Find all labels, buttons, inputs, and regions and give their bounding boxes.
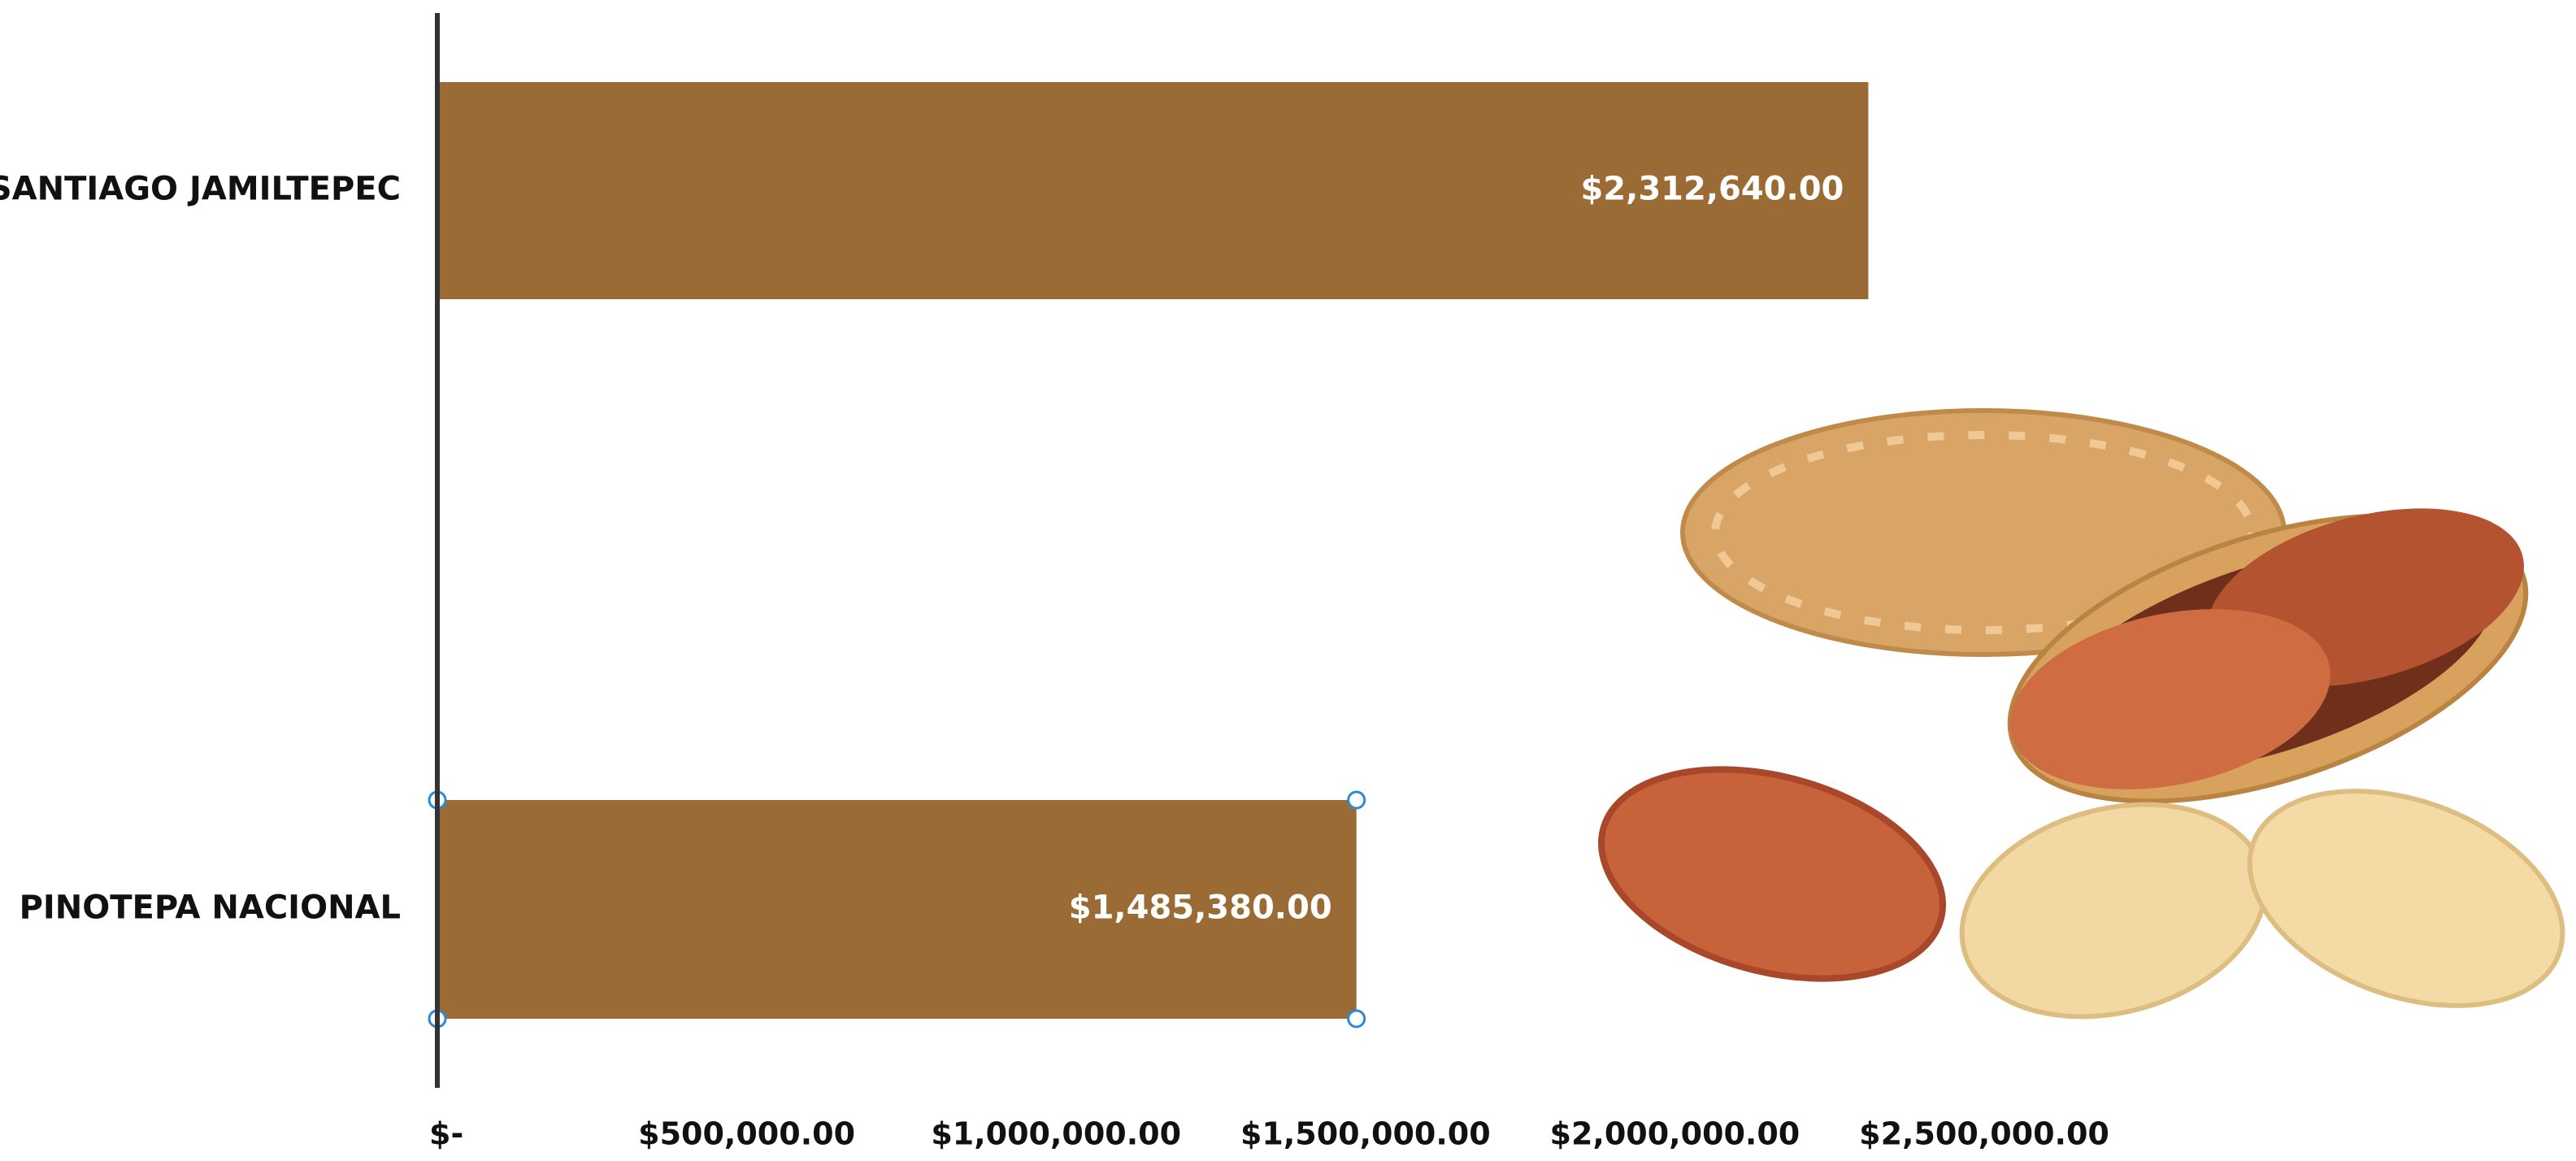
bar (437, 800, 1357, 1019)
x-tick-label: $1,000,000.00 (931, 1116, 1181, 1152)
category-label: PINOTEPA NACIONAL (20, 889, 401, 927)
plot: $- $500,000.00 $1,000,000.00 $1,500,000.00 $… (0, 13, 2109, 1152)
shell-texture (1711, 431, 2256, 634)
data-label: $2,312,640.00 (1580, 171, 1844, 208)
kernel (1598, 766, 1946, 982)
category-label: SANTIAGO JAMILTEPEC (0, 171, 401, 208)
peanut-illustration (1598, 408, 2565, 1020)
x-tick-label: $2,000,000.00 (1550, 1116, 1801, 1152)
x-tick-label: $2,500,000.00 (1859, 1116, 2109, 1152)
blanched-kernel (1959, 802, 2268, 1020)
kernel (2010, 609, 2331, 789)
blanched-kernel (2247, 789, 2565, 1008)
data-label: $1,485,380.00 (1069, 889, 1332, 927)
selection-handle[interactable] (1347, 1009, 1366, 1028)
selection-handle[interactable] (1347, 790, 1366, 810)
x-tick-label: $1,500,000.00 (1240, 1116, 1491, 1152)
bar (437, 82, 1869, 299)
x-tick-label: $500,000.00 (638, 1116, 855, 1152)
x-tick-label: $- (429, 1116, 463, 1152)
